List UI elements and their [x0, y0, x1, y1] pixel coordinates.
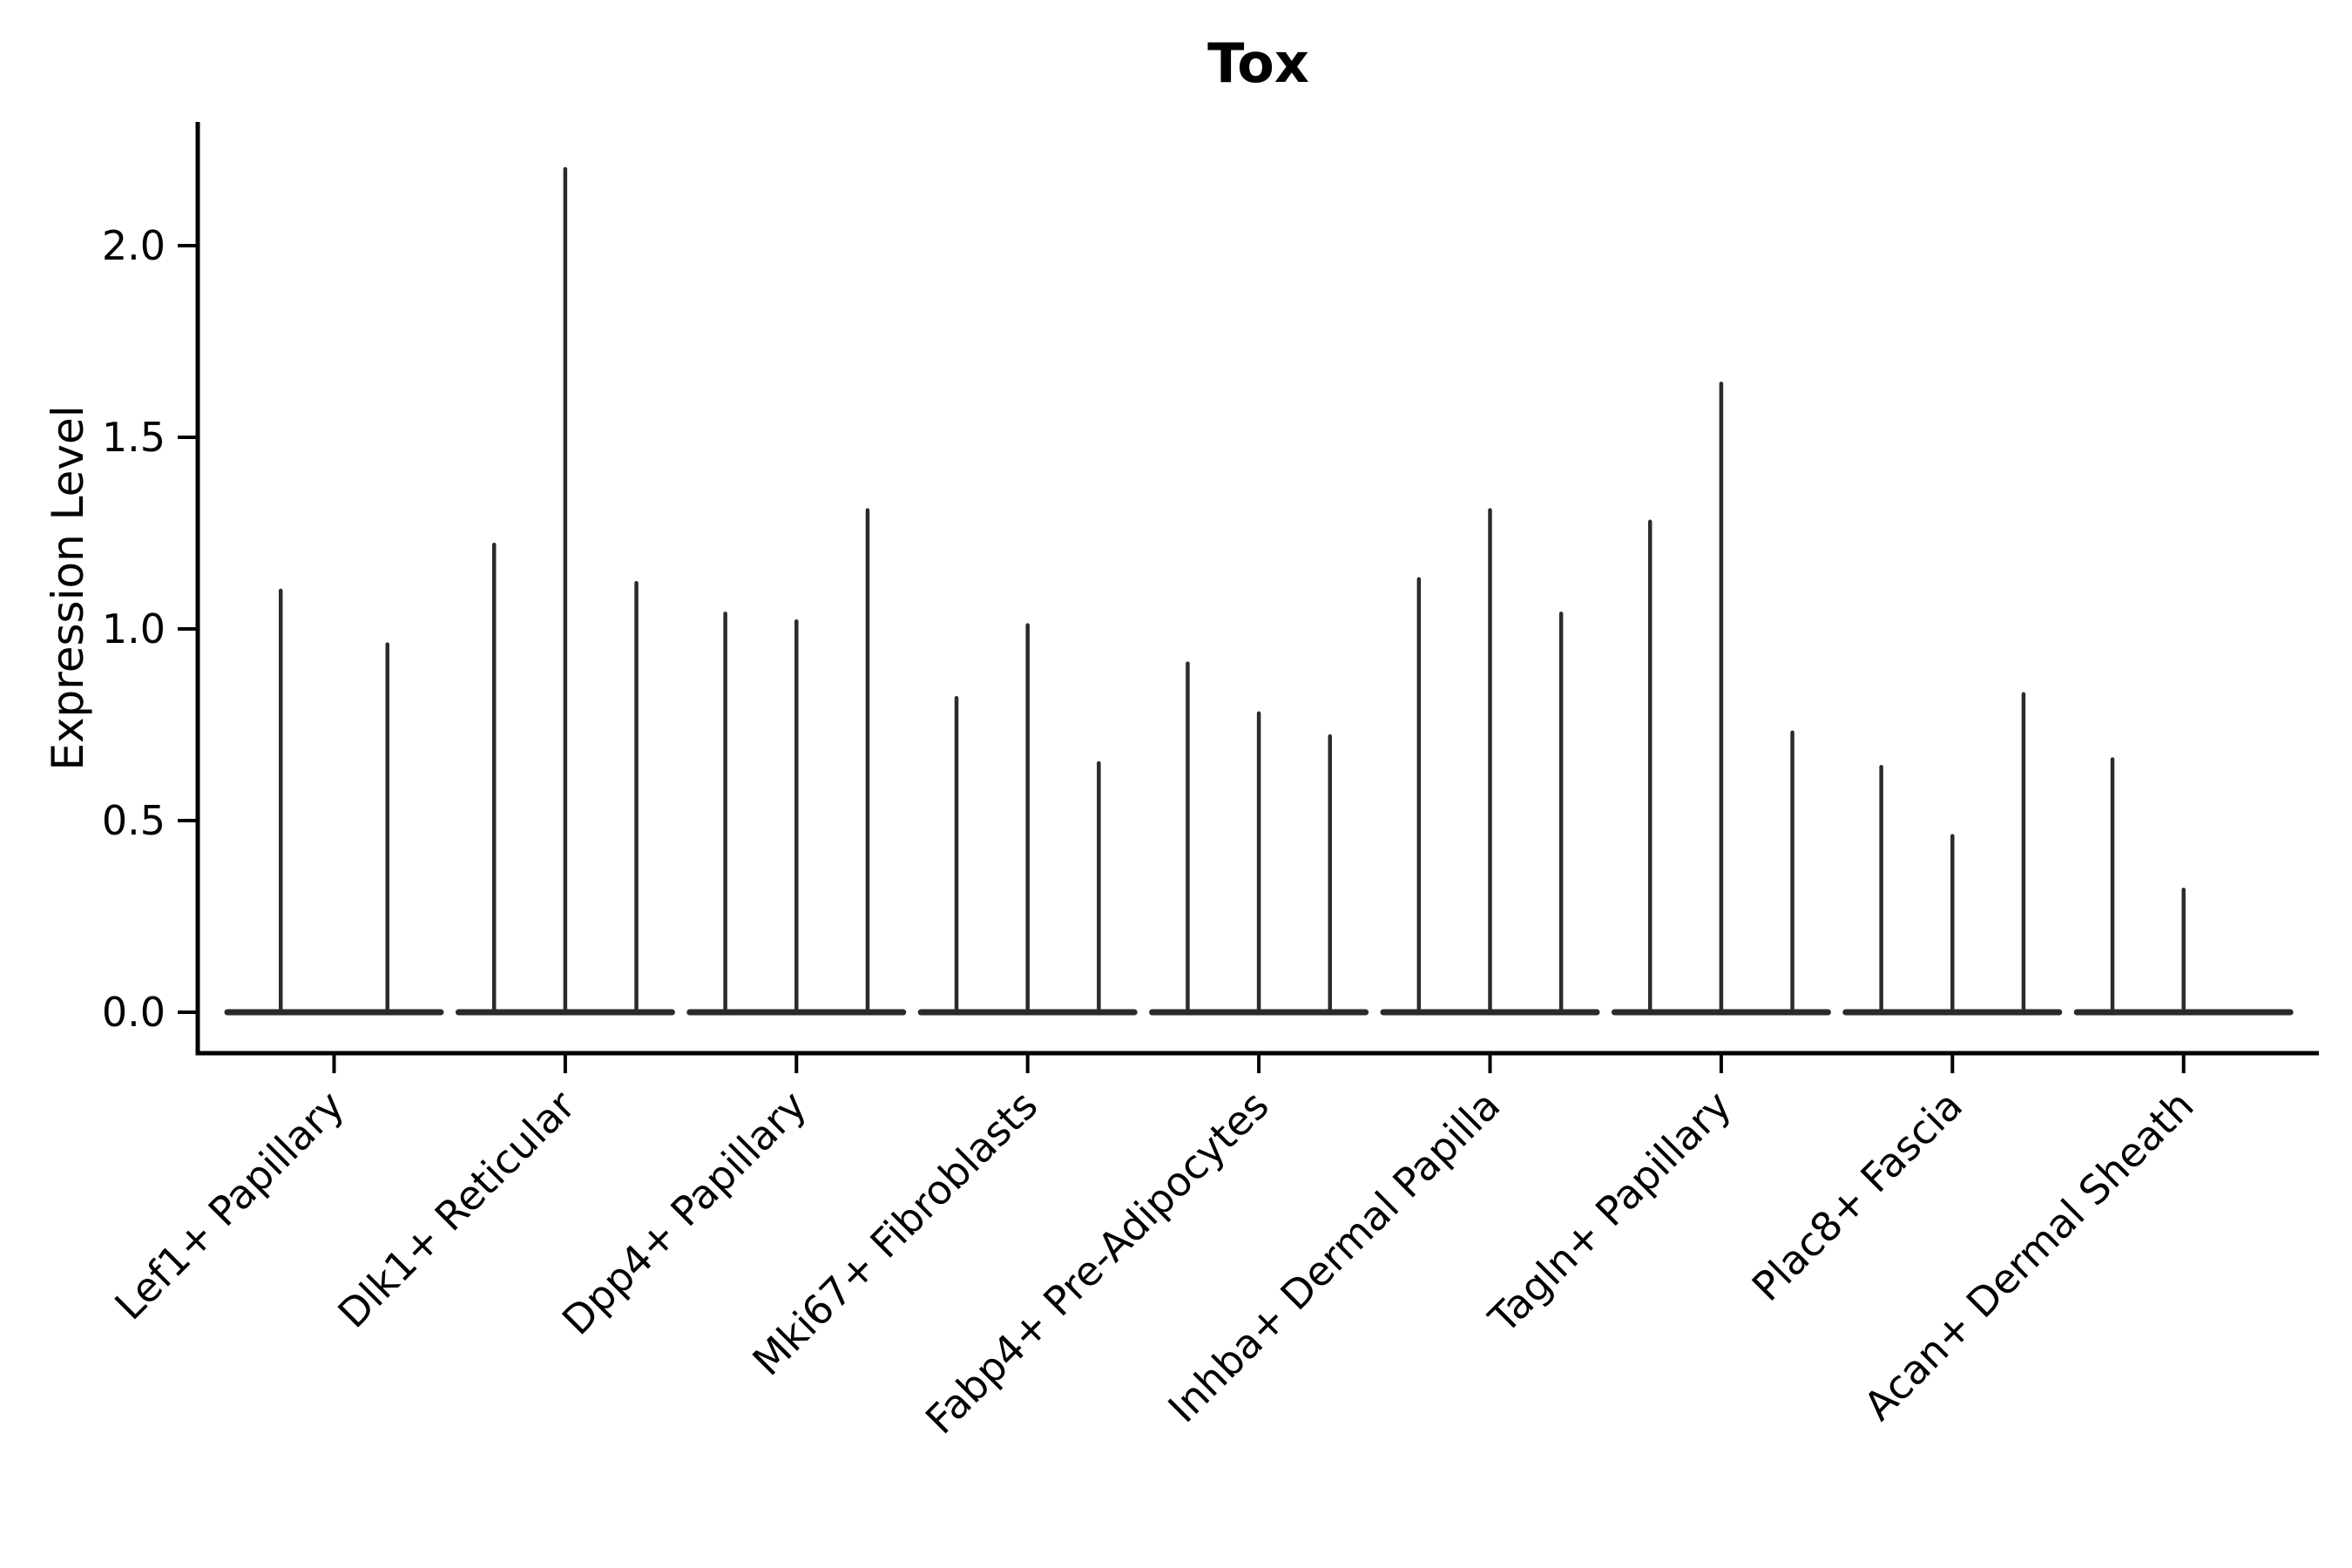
x-tick-label: Dpp4+ Papillary — [553, 1082, 815, 1344]
x-tick-label: Lef1+ Papillary — [105, 1082, 353, 1329]
y-tick-label: 2.0 — [102, 222, 166, 269]
chart-title: Tox — [1207, 31, 1309, 95]
x-tick-label: Tagln+ Papillary — [1479, 1082, 1740, 1343]
y-tick-label: 0.5 — [102, 797, 166, 844]
y-axis-label: Expression Level — [43, 405, 93, 771]
x-tick-label: Plac8+ Fascia — [1743, 1082, 1971, 1310]
y-tick-label: 0.0 — [102, 989, 166, 1036]
y-tick-label: 1.5 — [102, 414, 166, 461]
x-tick-label: Dlk1+ Reticular — [328, 1082, 584, 1337]
y-tick-label: 1.0 — [102, 605, 166, 652]
